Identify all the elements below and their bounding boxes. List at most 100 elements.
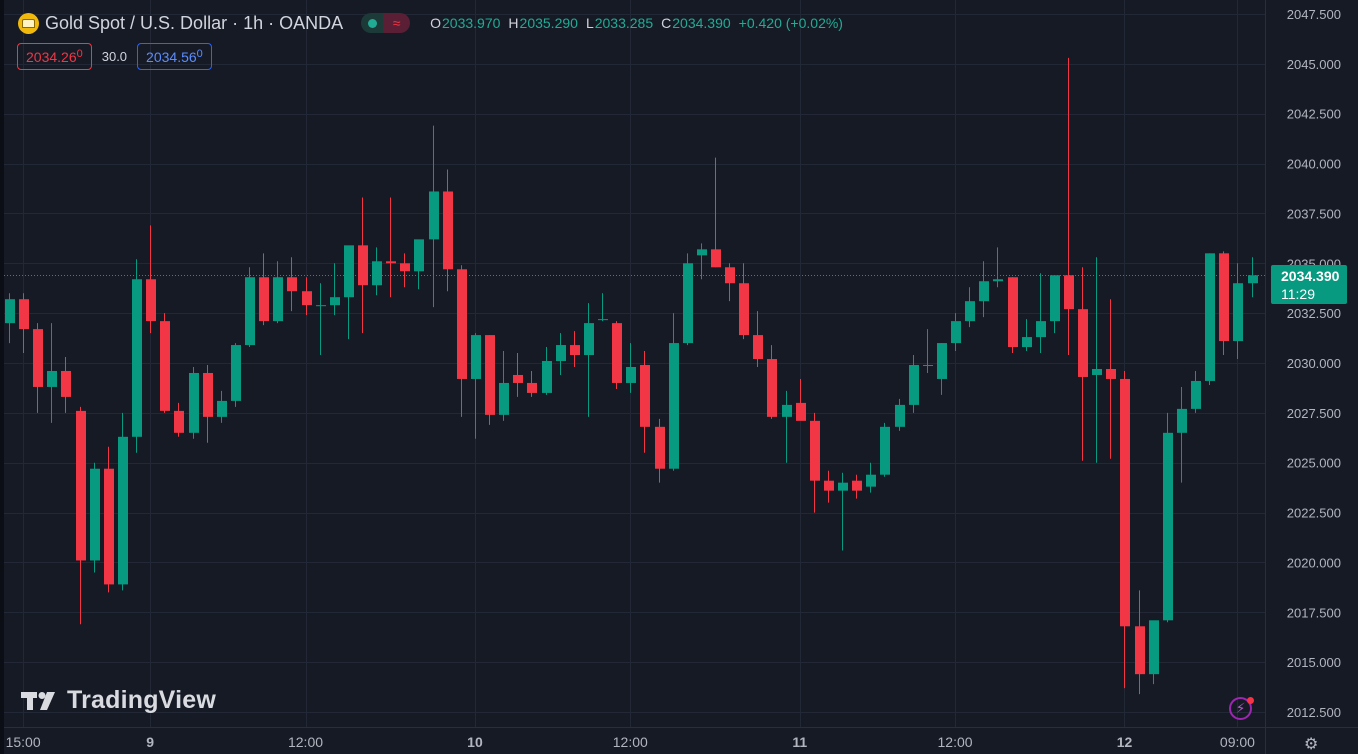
candle	[1078, 267, 1088, 461]
candle-body	[471, 335, 481, 379]
candle	[866, 462, 876, 493]
price-tick-label: 2025.000	[1287, 456, 1341, 471]
candle	[429, 125, 439, 308]
candle-body	[5, 299, 15, 324]
candle	[1149, 620, 1159, 685]
candle	[386, 197, 396, 298]
candle-body	[429, 191, 439, 240]
candle	[923, 329, 933, 373]
candle-body	[316, 305, 326, 307]
candle	[1120, 370, 1130, 689]
candle	[767, 345, 777, 419]
candle-body	[146, 279, 156, 322]
candle-body	[189, 372, 199, 433]
candle-body	[400, 263, 410, 272]
candle	[655, 418, 665, 483]
symbol-header: Gold Spot / U.S. Dollar · 1h · OANDA ≈ O…	[18, 11, 843, 35]
close-value: 2034.390	[672, 15, 731, 31]
candle	[1233, 263, 1243, 360]
time-tick-label: 10	[467, 734, 483, 750]
candle-body	[979, 281, 989, 302]
open-value: 2033.970	[442, 15, 501, 31]
candle-body	[640, 365, 650, 427]
candle-body	[810, 420, 820, 481]
candle	[372, 247, 382, 296]
candle-body	[330, 297, 340, 306]
candle	[287, 257, 297, 312]
candle	[132, 259, 142, 453]
candle-body	[414, 239, 424, 272]
high-label: H	[508, 15, 519, 31]
candle	[499, 351, 509, 421]
lightning-icon[interactable]: ⚡	[1229, 697, 1252, 720]
candle	[796, 378, 806, 421]
candle	[33, 323, 43, 413]
candle-body	[19, 299, 29, 330]
price-tick-label: 2030.000	[1287, 356, 1341, 371]
candle-body	[626, 367, 636, 383]
candle	[400, 253, 410, 288]
candle	[951, 313, 961, 352]
price-tick-label: 2017.500	[1287, 605, 1341, 620]
candle	[612, 321, 622, 389]
time-axis: 15:00 9 12:00 10 12:00 11 12:00 12 09:00	[6, 734, 1256, 750]
candle-body	[782, 404, 792, 417]
price-axis: 2047.500 2045.000 2042.500 2040.000 2037.500…	[1287, 7, 1341, 720]
candle-body	[1064, 275, 1074, 310]
ohlc-values: O 2033.970 H 2035.290 L 2033.285 C 2034.…	[430, 15, 843, 31]
status-pill[interactable]: ≈	[361, 13, 411, 33]
candle-body	[358, 245, 368, 286]
time-tick-label: 12	[1117, 734, 1133, 750]
candle-body	[697, 249, 707, 256]
candle	[838, 472, 848, 551]
sell-button[interactable]: 2034.26 0	[17, 43, 92, 70]
candle	[993, 247, 1003, 288]
candle	[1163, 412, 1173, 623]
candle	[556, 333, 566, 375]
candle-body	[1022, 337, 1032, 348]
high-value: 2035.290	[519, 15, 578, 31]
buy-button[interactable]: 2034.56 0	[137, 43, 212, 70]
candle	[1092, 257, 1102, 463]
price-tick-label: 2032.500	[1287, 306, 1341, 321]
candle-body	[104, 468, 114, 585]
candle	[471, 333, 481, 439]
candle-body	[457, 269, 467, 379]
candle	[725, 263, 735, 302]
candle-body	[485, 335, 495, 415]
market-open-dot-icon[interactable]	[361, 13, 384, 33]
candle	[273, 261, 283, 324]
candle-body	[838, 482, 848, 491]
low-value: 2033.285	[594, 15, 654, 31]
candle-body	[33, 329, 43, 387]
price-tick-label: 2037.500	[1287, 206, 1341, 221]
candle	[61, 357, 71, 413]
wave-icon[interactable]: ≈	[383, 13, 411, 33]
candle	[711, 157, 721, 268]
candle-body	[1219, 253, 1229, 342]
gear-icon[interactable]: ⚙	[1304, 736, 1319, 753]
candle-body	[965, 301, 975, 322]
gold-coin-icon[interactable]	[18, 12, 39, 34]
change-value: +0.420 (+0.02%)	[738, 15, 843, 31]
candle-body	[1092, 368, 1102, 375]
time-tick-label: 15:00	[6, 734, 41, 750]
symbol-title[interactable]: Gold Spot / U.S. Dollar · 1h · OANDA	[45, 12, 344, 33]
bid-price: 2034.26	[26, 48, 77, 65]
candle	[570, 331, 580, 368]
ask-price-small: 0	[196, 47, 203, 60]
candle-body	[302, 291, 312, 306]
candle-body	[1036, 321, 1046, 338]
tradingview-watermark[interactable]: TradingView	[21, 686, 216, 715]
candle	[683, 253, 693, 346]
candle-body	[344, 245, 354, 298]
current-price-label: 2034.390	[1281, 268, 1340, 284]
candle	[259, 253, 269, 326]
candle-body	[711, 249, 721, 268]
candle	[443, 169, 453, 292]
candle	[669, 313, 679, 471]
candle	[782, 390, 792, 463]
price-tick-label: 2042.500	[1287, 107, 1341, 122]
